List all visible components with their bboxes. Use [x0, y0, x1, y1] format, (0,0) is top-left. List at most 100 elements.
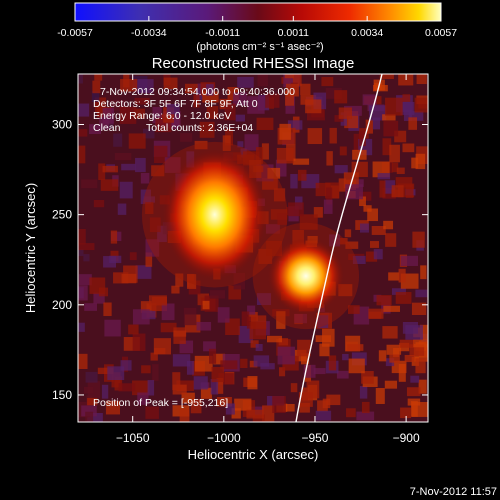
noise-cell	[297, 339, 311, 357]
noise-cell	[313, 368, 326, 375]
noise-cell	[119, 106, 137, 124]
noise-cell	[409, 344, 425, 356]
noise-cell	[249, 321, 267, 340]
noise-cell	[276, 311, 286, 329]
noise-cell	[247, 376, 258, 390]
noise-cell	[92, 80, 101, 94]
noise-cell	[183, 307, 197, 326]
noise-cell	[276, 147, 294, 164]
noise-cell	[405, 325, 423, 340]
noise-cell	[91, 90, 100, 103]
noise-cell	[336, 370, 349, 379]
noise-cell	[134, 97, 150, 105]
noise-cell	[382, 138, 392, 156]
noise-cell	[147, 380, 155, 396]
noise-cell	[132, 380, 150, 396]
noise-cell	[179, 409, 190, 422]
info-time-range: 7-Nov-2012 09:34:54.000 to 09:40:36.000	[100, 86, 295, 98]
noise-cell	[211, 366, 225, 383]
noise-cell	[368, 308, 384, 319]
noise-cell	[200, 387, 212, 399]
noise-cell	[149, 217, 161, 233]
noise-cell	[163, 77, 178, 90]
noise-cell	[292, 74, 302, 86]
noise-cell	[411, 157, 419, 169]
noise-cell	[196, 321, 212, 331]
noise-cell	[102, 165, 118, 173]
noise-cell	[257, 74, 268, 87]
noise-cell	[209, 348, 217, 364]
noise-cell	[365, 119, 373, 134]
noise-cell	[326, 187, 333, 205]
noise-cell	[391, 288, 406, 295]
noise-cell	[346, 408, 356, 418]
noise-cell	[262, 405, 275, 422]
noise-cell	[132, 309, 150, 325]
x-axis-ticks: −1050 −1000 −950 −900	[116, 74, 420, 445]
noise-cell	[383, 305, 400, 312]
noise-cell	[342, 353, 349, 361]
noise-cell	[377, 173, 391, 180]
noise-cell	[244, 134, 259, 151]
noise-cell	[317, 400, 328, 412]
noise-cell	[140, 301, 152, 313]
observation-info: 7-Nov-2012 09:34:54.000 to 09:40:36.000 …	[93, 86, 295, 409]
noise-cell	[385, 233, 397, 247]
colorbar-tick-label: 0.0034	[351, 27, 383, 39]
noise-cell	[287, 120, 303, 130]
noise-cell	[196, 88, 203, 100]
noise-cell	[78, 145, 86, 164]
colorbar-tick-label: -0.0011	[205, 27, 240, 39]
noise-cell	[93, 292, 105, 304]
noise-cell	[408, 111, 424, 121]
noise-cell	[152, 106, 162, 124]
noise-cell	[382, 114, 396, 121]
noise-cell	[135, 157, 146, 173]
colorbar-tick-label: -0.0034	[131, 27, 167, 39]
noise-cell	[411, 302, 427, 316]
noise-cell	[307, 128, 323, 145]
noise-cell	[98, 287, 109, 297]
noise-cell	[325, 87, 342, 99]
noise-cell	[415, 358, 426, 374]
noise-cell	[233, 272, 246, 290]
noise-cell	[398, 268, 406, 283]
noise-cell	[290, 174, 298, 189]
noise-cell	[172, 354, 191, 367]
noise-cell	[285, 83, 299, 97]
noise-cell	[161, 303, 175, 321]
noise-cell	[234, 398, 252, 411]
noise-cell	[107, 366, 125, 381]
noise-cell	[400, 255, 419, 266]
noise-cell	[344, 105, 362, 116]
solar-limb-curve	[295, 74, 383, 422]
plot-title: Reconstructed RHESSI Image	[152, 55, 355, 72]
noise-cell	[171, 285, 180, 294]
noise-cell	[362, 94, 377, 106]
noise-cell	[361, 371, 374, 384]
info-peak-position: Position of Peak = [-955,216]	[93, 397, 228, 409]
colorbar: -0.0057 -0.0034 -0.0011 0.0011 0.0034 0.0057 …	[57, 2, 457, 53]
y-axis-ticks: 150 200 250 300	[52, 117, 428, 402]
noise-cell	[78, 322, 85, 332]
noise-cell	[241, 311, 250, 326]
noise-cell	[145, 252, 153, 267]
noise-cell	[202, 91, 219, 103]
noise-cell	[166, 103, 180, 115]
noise-cell	[376, 295, 392, 306]
noise-cell	[250, 340, 259, 348]
colorbar-tick-label: -0.0057	[57, 27, 93, 39]
noise-cell	[370, 241, 379, 248]
x-tick-label: −1050	[116, 431, 150, 445]
noise-cell	[396, 167, 405, 175]
noise-cell	[303, 364, 316, 378]
noise-cell	[216, 396, 232, 407]
noise-cell	[344, 229, 352, 238]
noise-cell	[102, 107, 114, 124]
noise-cell	[114, 153, 132, 161]
noise-cell	[347, 344, 364, 351]
noise-cell	[375, 387, 385, 404]
noise-cell	[89, 124, 102, 135]
noise-cell	[151, 165, 165, 177]
noise-cell	[169, 111, 179, 129]
